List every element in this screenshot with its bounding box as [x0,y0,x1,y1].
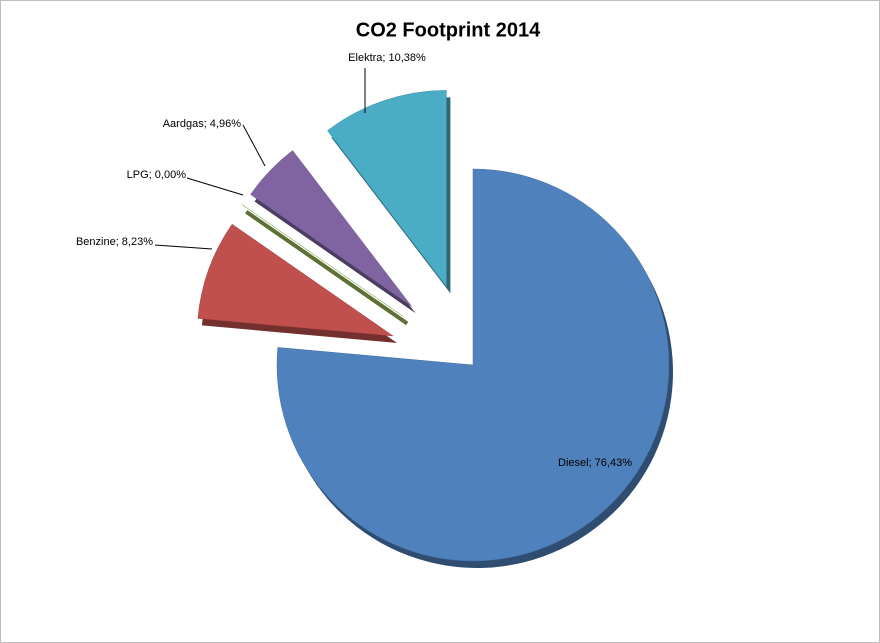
pie-slice [250,150,412,307]
data-label: Diesel; 76,43% [558,457,632,469]
chart-title: CO2 Footprint 2014 [356,19,541,41]
data-label: Aardgas; 4,96% [163,118,241,130]
pie-slice [276,168,670,562]
pie-slice [327,90,447,288]
leader-line [186,177,244,196]
data-label: Elektra; 10,38% [348,52,426,64]
pie-slice [197,223,395,337]
leader-line [242,124,266,167]
data-label: LPG; 0,00% [127,169,187,181]
leader-line [154,244,213,250]
data-label: Benzine; 8,23% [76,236,153,248]
